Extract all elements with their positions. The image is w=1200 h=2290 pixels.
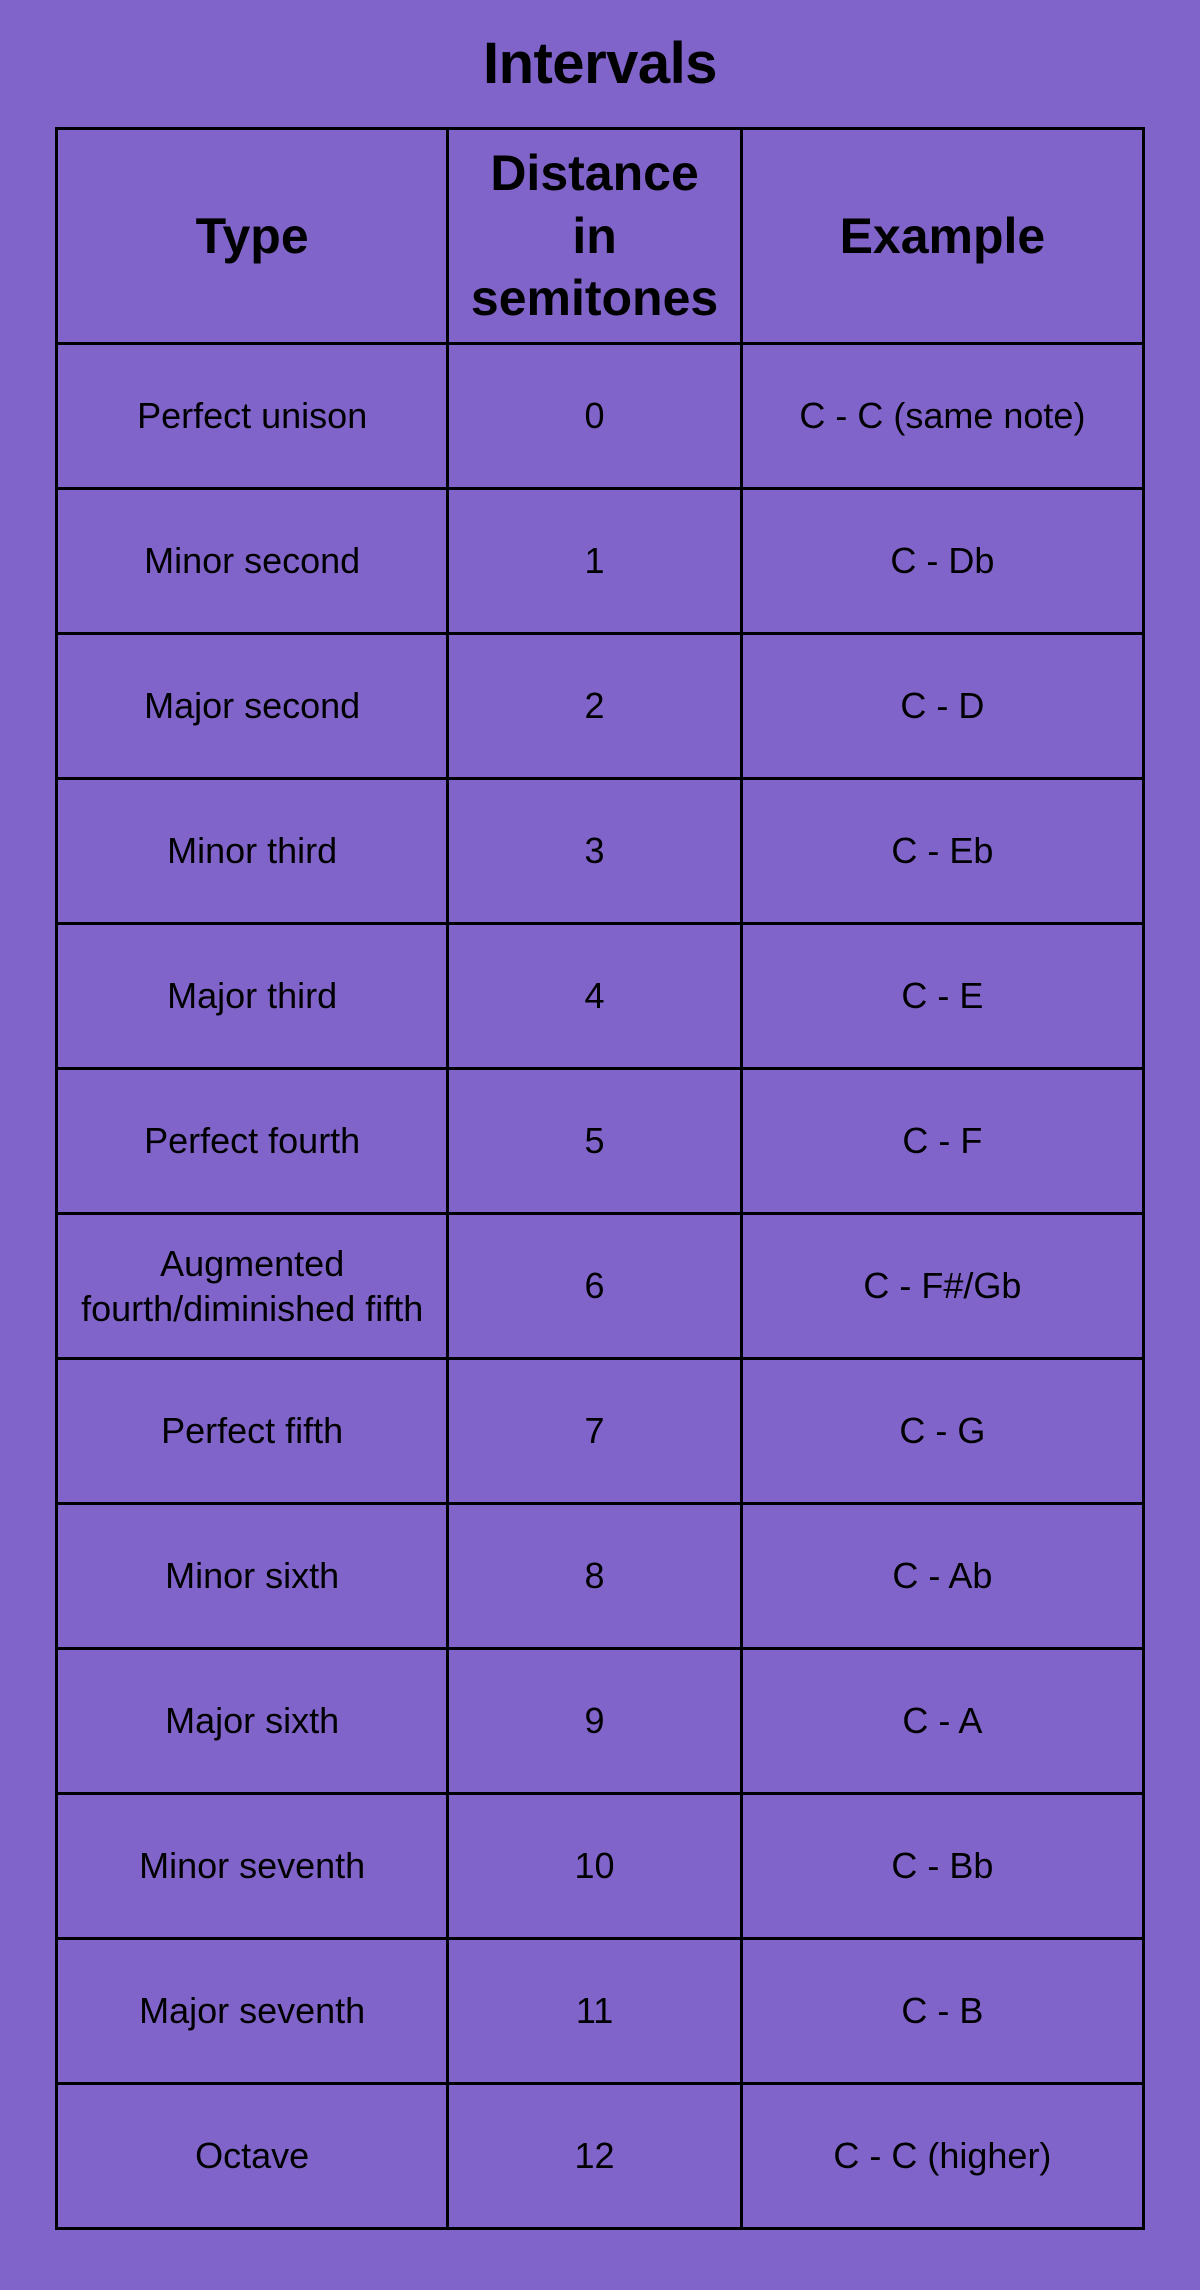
cell-distance: 4 — [448, 923, 741, 1068]
page-title: Intervals — [55, 30, 1145, 97]
cell-type: Perfect fifth — [57, 1358, 448, 1503]
cell-type: Minor sixth — [57, 1503, 448, 1648]
cell-type: Perfect unison — [57, 343, 448, 488]
cell-type: Major third — [57, 923, 448, 1068]
cell-distance: 10 — [448, 1793, 741, 1938]
cell-distance: 8 — [448, 1503, 741, 1648]
table-row: Major second 2 C - D — [57, 633, 1144, 778]
cell-example: C - G — [741, 1358, 1143, 1503]
cell-distance: 6 — [448, 1213, 741, 1358]
cell-type: Augmented fourth/diminished fifth — [57, 1213, 448, 1358]
cell-example: C - C (higher) — [741, 2083, 1143, 2228]
cell-distance: 1 — [448, 488, 741, 633]
cell-distance: 11 — [448, 1938, 741, 2083]
cell-example: C - B — [741, 1938, 1143, 2083]
cell-distance: 0 — [448, 343, 741, 488]
cell-example: C - Bb — [741, 1793, 1143, 1938]
cell-type: Major second — [57, 633, 448, 778]
table-row: Perfect fifth 7 C - G — [57, 1358, 1144, 1503]
table-row: Minor sixth 8 C - Ab — [57, 1503, 1144, 1648]
column-header-distance: Distance in semitones — [448, 129, 741, 344]
cell-type: Major sixth — [57, 1648, 448, 1793]
cell-distance: 5 — [448, 1068, 741, 1213]
table-row: Augmented fourth/diminished fifth 6 C - … — [57, 1213, 1144, 1358]
table-row: Minor seventh 10 C - Bb — [57, 1793, 1144, 1938]
table-row: Octave 12 C - C (higher) — [57, 2083, 1144, 2228]
cell-type: Minor seventh — [57, 1793, 448, 1938]
cell-type: Major seventh — [57, 1938, 448, 2083]
cell-distance: 9 — [448, 1648, 741, 1793]
cell-example: C - F#/Gb — [741, 1213, 1143, 1358]
cell-type: Octave — [57, 2083, 448, 2228]
cell-distance: 7 — [448, 1358, 741, 1503]
cell-distance: 2 — [448, 633, 741, 778]
cell-example: C - Db — [741, 488, 1143, 633]
intervals-table: Type Distance in semitones Example Perfe… — [55, 127, 1145, 2230]
column-header-example: Example — [741, 129, 1143, 344]
cell-example: C - F — [741, 1068, 1143, 1213]
table-row: Perfect fourth 5 C - F — [57, 1068, 1144, 1213]
page: Intervals Type Distance in semitones Exa… — [0, 0, 1200, 2290]
table-row: Major third 4 C - E — [57, 923, 1144, 1068]
cell-type: Minor second — [57, 488, 448, 633]
cell-example: C - Ab — [741, 1503, 1143, 1648]
table-row: Major sixth 9 C - A — [57, 1648, 1144, 1793]
table-row: Major seventh 11 C - B — [57, 1938, 1144, 2083]
table-row: Perfect unison 0 C - C (same note) — [57, 343, 1144, 488]
cell-type: Perfect fourth — [57, 1068, 448, 1213]
cell-example: C - D — [741, 633, 1143, 778]
cell-type: Minor third — [57, 778, 448, 923]
cell-example: C - C (same note) — [741, 343, 1143, 488]
cell-distance: 3 — [448, 778, 741, 923]
cell-example: C - A — [741, 1648, 1143, 1793]
table-header-row: Type Distance in semitones Example — [57, 129, 1144, 344]
cell-example: C - Eb — [741, 778, 1143, 923]
cell-example: C - E — [741, 923, 1143, 1068]
cell-distance: 12 — [448, 2083, 741, 2228]
column-header-type: Type — [57, 129, 448, 344]
table-row: Minor second 1 C - Db — [57, 488, 1144, 633]
table-body: Perfect unison 0 C - C (same note) Minor… — [57, 343, 1144, 2228]
table-row: Minor third 3 C - Eb — [57, 778, 1144, 923]
